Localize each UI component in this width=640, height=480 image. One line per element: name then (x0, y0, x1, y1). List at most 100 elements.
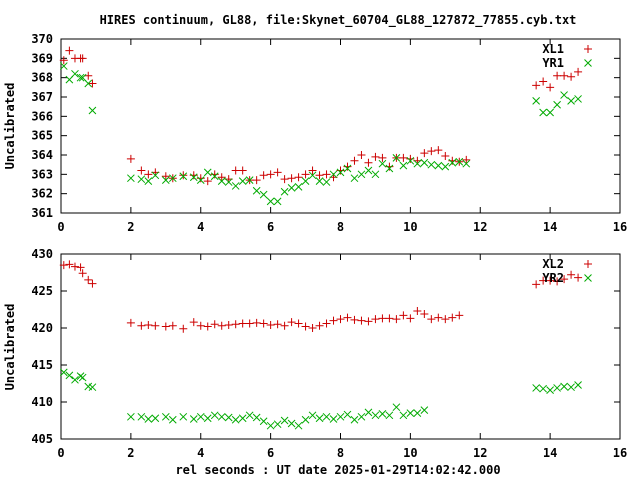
data-point-cross (294, 421, 303, 430)
data-point-cross (364, 166, 373, 175)
y-tick-label: 361 (31, 206, 53, 220)
y-axis-label: Uncalibrated (3, 83, 17, 170)
data-point-plus (161, 322, 170, 331)
data-point-cross (574, 381, 582, 389)
data-point-cross (196, 176, 205, 184)
data-point-cross (371, 411, 380, 420)
data-point-plus (84, 71, 93, 80)
data-point-plus (350, 315, 359, 324)
data-point-plus (144, 321, 153, 330)
data-point-plus (301, 322, 310, 331)
x-tick-label: 10 (403, 220, 417, 234)
data-point-plus (308, 324, 317, 332)
legend-label: YR2 (542, 271, 564, 285)
data-point-plus (371, 152, 380, 161)
data-point-plus (238, 166, 247, 175)
x-tick-label: 6 (267, 220, 274, 234)
data-point-plus (406, 154, 415, 163)
data-point-plus (448, 156, 457, 165)
data-point-plus (161, 172, 170, 181)
data-point-cross (266, 197, 275, 206)
data-point-cross (350, 174, 359, 183)
data-point-plus (546, 276, 555, 285)
data-point-cross (76, 73, 85, 82)
data-point-plus (259, 171, 268, 180)
y-tick-label: 368 (31, 71, 53, 85)
data-point-plus (179, 171, 188, 180)
data-point-plus (203, 177, 212, 186)
data-point-plus (322, 319, 331, 328)
data-point-plus (203, 322, 212, 331)
data-point-cross (231, 415, 240, 424)
data-point-cross (88, 106, 97, 115)
data-point-cross (560, 91, 568, 99)
data-point-plus (59, 261, 68, 270)
data-point-cross (539, 384, 547, 393)
data-point-plus (217, 173, 226, 182)
plot-frame (60, 38, 621, 214)
data-point-cross (252, 186, 261, 195)
data-point-cross (168, 174, 177, 183)
data-point-plus (76, 263, 85, 272)
data-point-plus (420, 309, 429, 318)
data-point-cross (441, 162, 450, 171)
data-point-cross (385, 411, 394, 420)
data-point-plus (238, 319, 247, 328)
data-point-cross (189, 415, 198, 423)
data-point-cross (462, 159, 471, 168)
data-point-cross (378, 159, 387, 168)
data-point-cross (308, 171, 317, 180)
bottom-panel: 405 410 415 420 425 430 0 2 4 6 8 10 12 14 16 Uncalibra… (3, 247, 627, 460)
data-point-plus (126, 154, 135, 163)
x-tick-label: 2 (127, 220, 134, 234)
data-point-cross (127, 174, 135, 183)
data-point-cross (574, 95, 582, 103)
data-point-cross (196, 412, 205, 421)
chart-title: HIRES continuum, GL88, file:Skynet_60704… (100, 13, 577, 28)
data-point-cross (539, 108, 547, 117)
data-point-cross (210, 411, 219, 420)
data-point-cross (350, 415, 359, 424)
data-point-cross (308, 411, 317, 420)
y-tick-label: 405 (31, 432, 53, 446)
data-point-cross (179, 412, 188, 421)
data-point-plus (399, 153, 408, 162)
y-tick-label: 430 (31, 247, 53, 261)
data-point-cross (168, 415, 177, 424)
data-point-plus (78, 54, 87, 63)
data-point-cross (179, 172, 188, 181)
data-point-cross (413, 409, 422, 417)
x-tick-label: 12 (473, 220, 487, 234)
y-tick-label: 364 (31, 148, 53, 162)
x-tick-label: 4 (197, 446, 204, 460)
data-point-plus (371, 315, 380, 324)
data-point-plus (301, 170, 310, 179)
data-point-cross (78, 373, 87, 382)
data-point-cross (203, 414, 212, 423)
data-point-plus (385, 314, 394, 323)
data-point-plus (259, 319, 268, 328)
data-point-plus (137, 166, 146, 175)
data-point-plus (224, 321, 233, 330)
data-point-plus (280, 175, 289, 184)
data-point-plus (137, 321, 146, 330)
data-point-plus (294, 319, 303, 328)
x-tick-label: 0 (57, 446, 64, 460)
data-point-plus (364, 158, 373, 167)
data-point-cross (71, 375, 79, 384)
data-point-cross (532, 384, 541, 392)
data-point-cross (273, 420, 282, 429)
data-point-plus (65, 46, 74, 55)
data-point-plus (574, 273, 583, 282)
x-tick-label: 0 (57, 220, 64, 234)
data-point-plus (546, 83, 555, 92)
data-point-cross (189, 173, 198, 182)
y-tick-label: 362 (31, 187, 53, 201)
data-point-cross (560, 382, 568, 391)
x-tick-label: 6 (267, 446, 274, 460)
data-point-cross (259, 190, 268, 199)
data-point-cross (71, 69, 79, 78)
data-point-plus (217, 321, 226, 330)
data-point-cross (238, 414, 247, 423)
data-point-plus (65, 260, 74, 269)
